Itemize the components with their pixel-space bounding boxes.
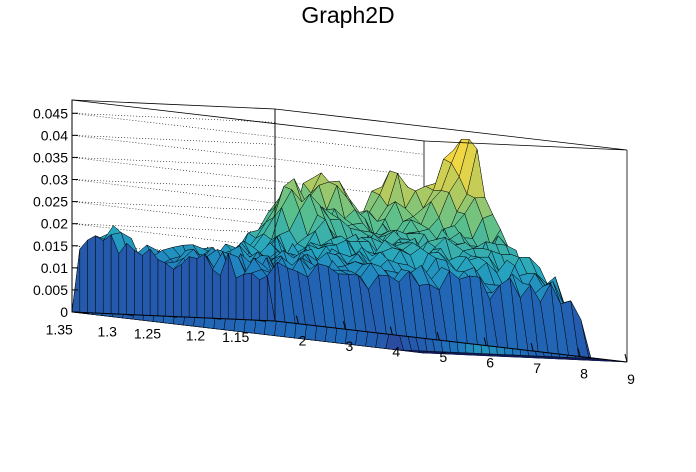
skirt-left-25 xyxy=(71,248,81,313)
skirt-left-2 xyxy=(251,272,260,321)
chart-title: Graph2D xyxy=(301,2,395,28)
y-tick-1 xyxy=(213,317,222,320)
x-tick-5 xyxy=(530,342,534,352)
y-tick-label-2: 1.25 xyxy=(134,325,161,341)
y-tick-2 xyxy=(169,315,178,318)
x-tick-label-4: 6 xyxy=(486,355,494,371)
skirt-left-1 xyxy=(259,275,268,321)
z-tick-label-2: 0.01 xyxy=(41,260,68,276)
x-tick-6 xyxy=(577,348,581,357)
x-axis-line xyxy=(274,320,628,363)
skirt-left-9 xyxy=(196,253,205,319)
y-tick-label-1: 1.2 xyxy=(186,327,206,343)
z-tick-label-9: 0.045 xyxy=(33,105,68,121)
skirt-left-4 xyxy=(235,273,245,320)
z-gridline-9 xyxy=(71,113,425,155)
x-tick-0 xyxy=(295,315,299,324)
skirt-left-10 xyxy=(188,256,198,318)
skirt-left-22 xyxy=(95,235,104,314)
x-tick-label-6: 8 xyxy=(580,366,588,382)
skirt-left-17 xyxy=(134,249,143,316)
x-tick-label-3: 5 xyxy=(439,349,447,365)
skirt-left-23 xyxy=(87,235,96,314)
x-tick-7 xyxy=(624,353,628,363)
x-tick-label-0: 2 xyxy=(299,333,307,349)
skirt-left-14 xyxy=(157,259,166,317)
x-tick-label-1: 3 xyxy=(346,338,354,354)
skirt-left-13 xyxy=(165,262,174,317)
x-tick-3 xyxy=(436,332,440,341)
y-tick-label-3: 1.3 xyxy=(97,323,117,339)
skirt-left-18 xyxy=(126,242,135,316)
z-tick-label-0: 0 xyxy=(60,304,68,320)
skirt-left-19 xyxy=(118,242,127,315)
y-tick-4 xyxy=(80,311,89,314)
y-tick-3 xyxy=(124,313,134,316)
skirt-left-16 xyxy=(142,248,151,316)
y-tick-0 xyxy=(257,319,266,322)
y-tick-label-0: 1.15 xyxy=(222,329,249,345)
z-tick-label-6: 0.03 xyxy=(41,172,68,188)
x-tick-label-7: 9 xyxy=(627,371,635,387)
skirt-left-7 xyxy=(212,269,221,319)
skirt-left-24 xyxy=(79,239,88,313)
top-front-edges xyxy=(274,108,628,151)
z-gridline-8 xyxy=(71,135,425,177)
x-tick-4 xyxy=(483,337,487,346)
z-tick-label-3: 0.015 xyxy=(33,238,68,254)
x-tick-2 xyxy=(389,326,393,335)
skirt-left-12 xyxy=(173,263,182,318)
z-tick-label-1: 0.005 xyxy=(33,282,68,298)
x-tick-label-5: 7 xyxy=(533,360,541,376)
skirt-left-15 xyxy=(149,248,159,317)
skirt-left-21 xyxy=(102,234,112,314)
skirt-left-11 xyxy=(181,256,190,318)
z-tick-label-8: 0.04 xyxy=(41,127,68,143)
z-tick-label-5: 0.025 xyxy=(33,194,68,210)
x-tick-1 xyxy=(342,321,346,330)
x-tick-label-2: 4 xyxy=(392,344,400,360)
z-tick-label-4: 0.02 xyxy=(41,216,68,232)
skirt-left-3 xyxy=(243,272,252,321)
z-tick-label-7: 0.035 xyxy=(33,149,68,165)
y-tick-label-4: 1.35 xyxy=(46,321,73,337)
